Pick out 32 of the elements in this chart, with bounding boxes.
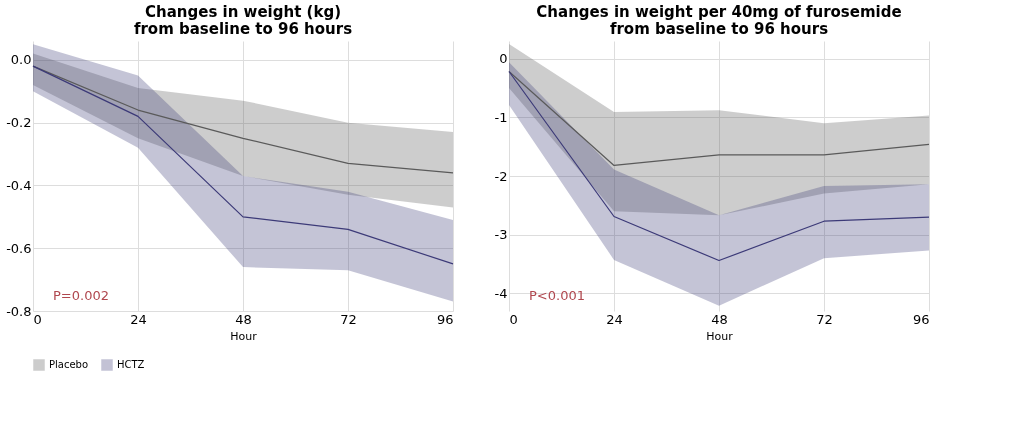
x-tick-label: 24 (130, 311, 147, 327)
line-series (32, 65, 454, 265)
line-series (508, 70, 930, 167)
line-series (32, 65, 454, 174)
x-tick-label: 0 (509, 311, 518, 327)
annotation: P<0.001 (529, 288, 585, 303)
chart-title: Changes in weight (kg) from baseline to 96 hours (133, 3, 353, 38)
x-tick-label: 96 (436, 311, 454, 327)
x-tick-label: 72 (816, 311, 833, 327)
line-series (508, 70, 930, 262)
y-tick-label: -0.8 (6, 303, 32, 319)
x-tick-label: 0 (33, 311, 42, 327)
legend-label: HCTZ (117, 359, 145, 370)
y-tick-label: -1 (494, 109, 508, 125)
x-tick-label: 72 (340, 311, 357, 327)
x-axis-title: Hour (230, 329, 258, 343)
legend-label: Placebo (49, 359, 89, 370)
x-tick-label: 48 (235, 311, 252, 327)
y-tick-label: -0.4 (6, 177, 32, 193)
y-tick-label: 0 (499, 51, 508, 67)
y-tick-label: -4 (494, 285, 508, 301)
y-tick-label: -3 (494, 227, 508, 243)
x-tick-label: 48 (711, 311, 728, 327)
annotation: P=0.002 (53, 288, 109, 303)
y-tick-label: 0.0 (10, 52, 32, 68)
x-tick-label: 24 (606, 311, 623, 327)
y-tick-label: -0.2 (6, 115, 32, 131)
x-axis-title: Hour (706, 329, 734, 343)
chart-title: Changes in weight per 40mg of furosemide from baseline to 96 hours (536, 3, 902, 38)
x-tick-label: 96 (912, 311, 930, 327)
y-tick-label: -2 (494, 168, 508, 184)
y-tick-label: -0.6 (6, 240, 32, 256)
